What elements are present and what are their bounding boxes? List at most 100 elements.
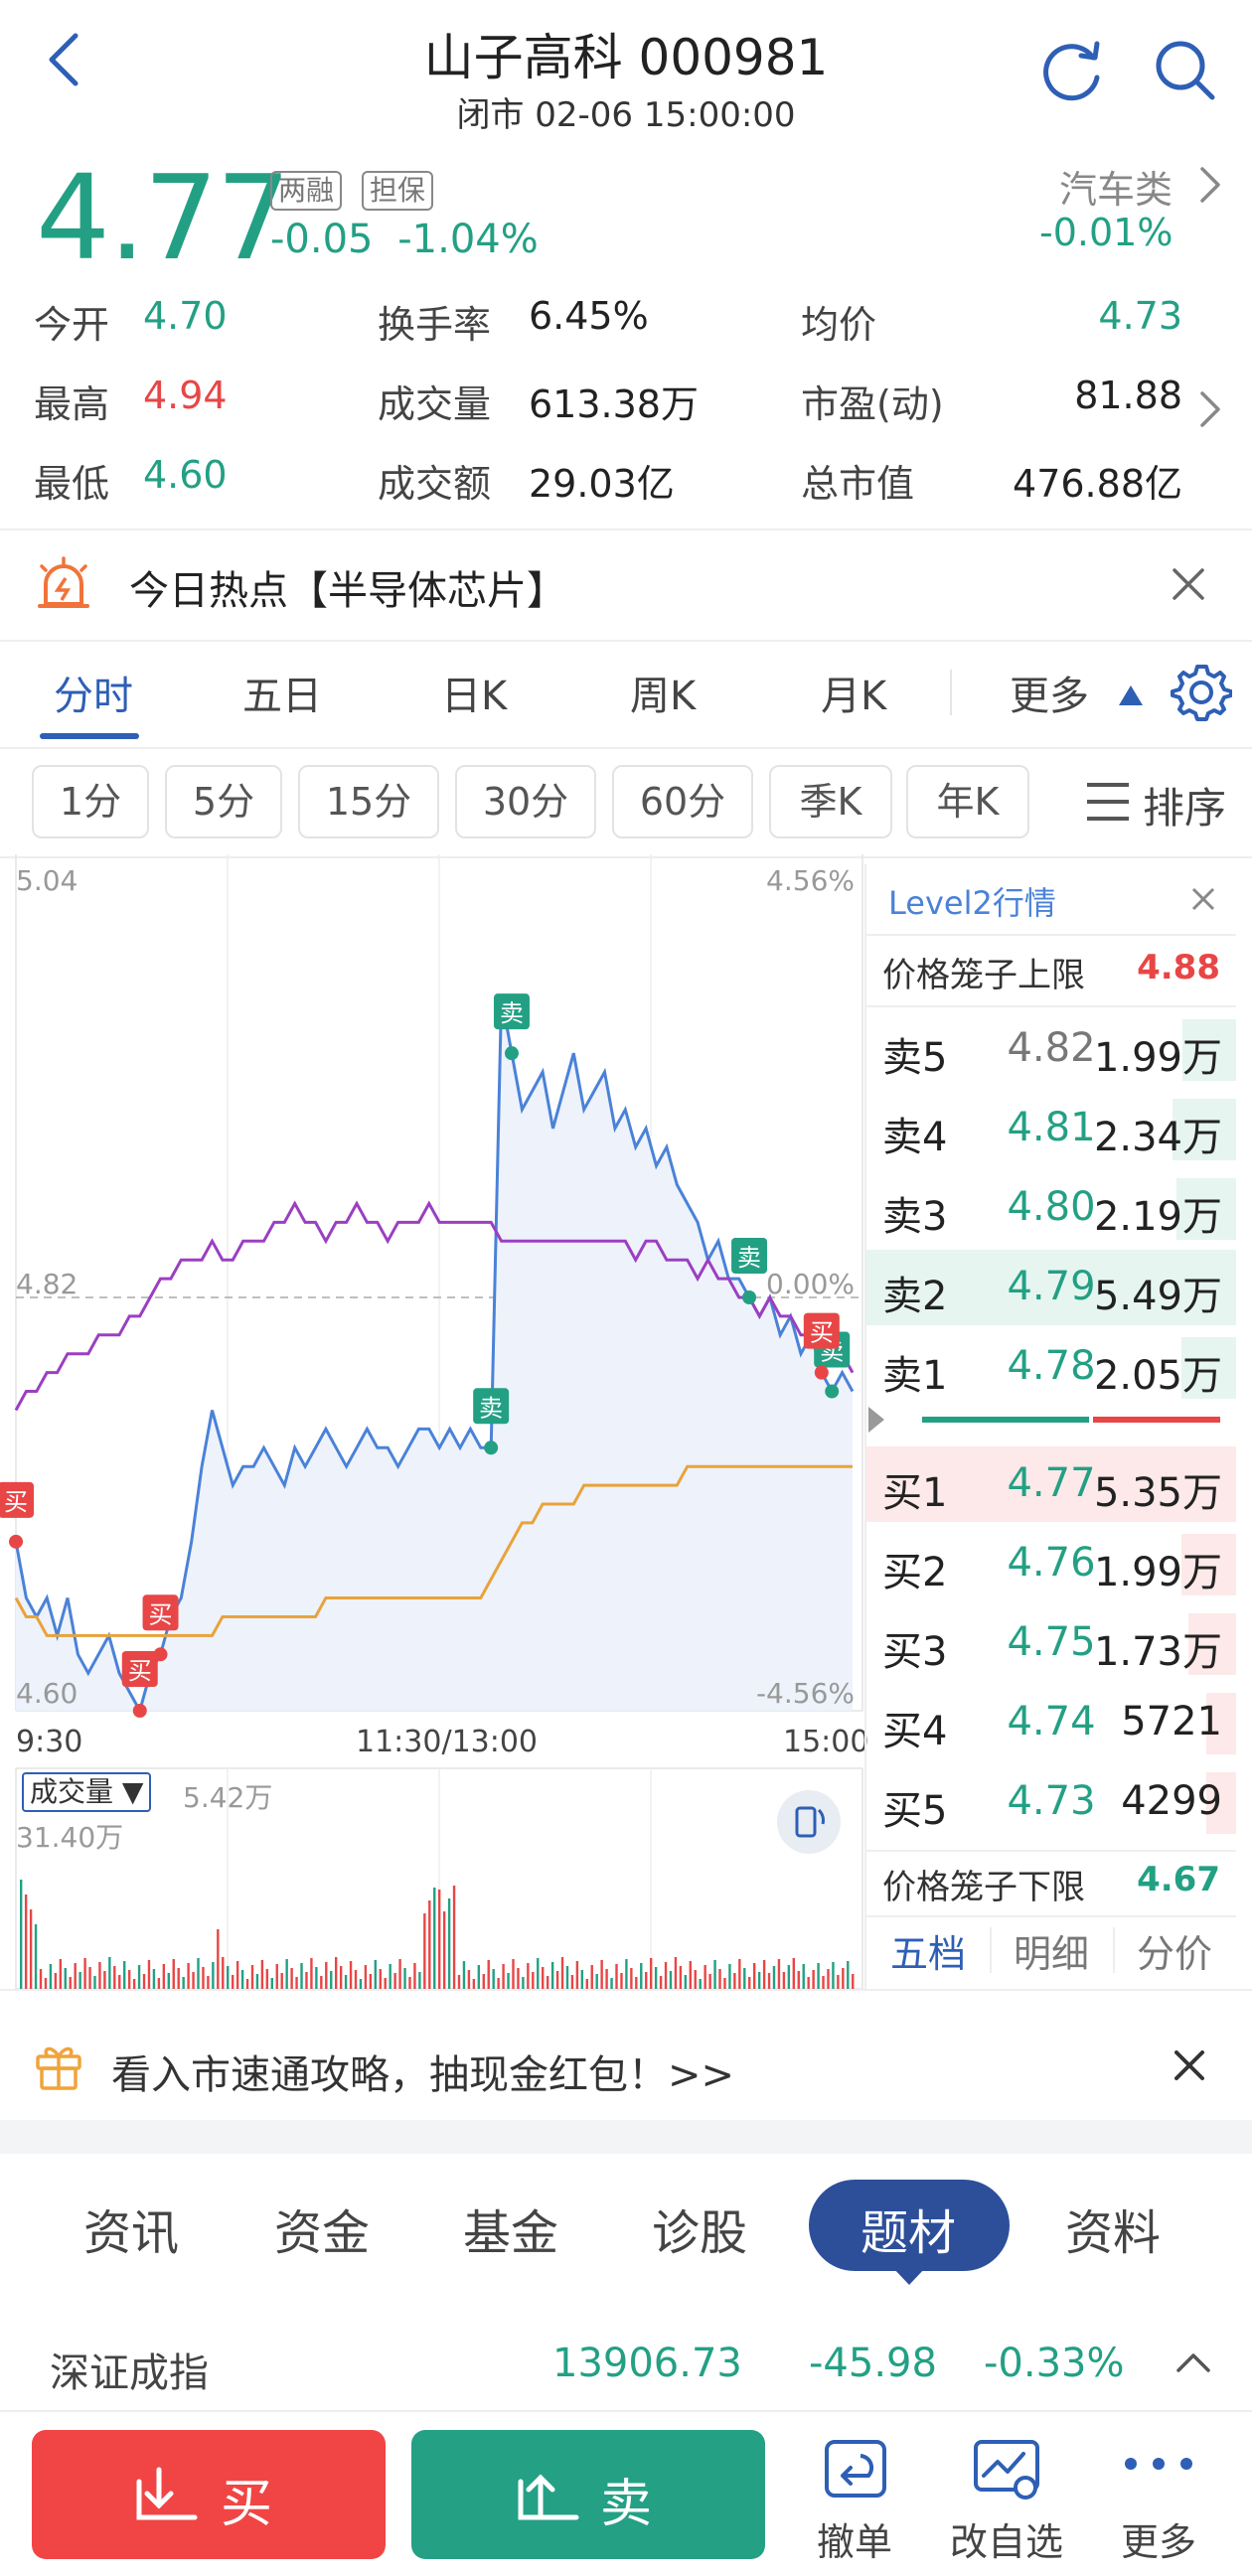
close-icon[interactable]	[1171, 566, 1206, 602]
promo-text[interactable]: 看入市速通攻略，抽现金红包！>>	[111, 2052, 735, 2098]
level2-title[interactable]: Level2行情	[888, 884, 1056, 922]
tab-daily-k[interactable]: 日K	[441, 674, 508, 719]
volume-bar	[812, 1970, 815, 1989]
period-quarter-k[interactable]: 季K	[769, 765, 892, 838]
volume-bar	[255, 1974, 259, 1989]
pe-value: 81.88	[1074, 374, 1182, 417]
info-tab-funds-flow[interactable]: 资金	[274, 2205, 371, 2261]
promo-banner[interactable]	[0, 2009, 1252, 2120]
volume-selector[interactable]: 成交量 ▼	[22, 1772, 152, 1812]
collateral-tag[interactable]: 担保	[362, 171, 434, 211]
volume-bar	[517, 1968, 520, 1989]
close-icon[interactable]	[1190, 886, 1216, 912]
volume-bar	[132, 1979, 136, 1989]
trade-mark-box[interactable]	[121, 1651, 158, 1687]
more-label[interactable]: 更多	[1121, 2520, 1197, 2564]
edit-watchlist-label[interactable]: 改自选	[950, 2520, 1064, 2564]
volume-bar	[20, 1880, 23, 1989]
ask-level-row[interactable]: 卖2 4.79 5.49万	[866, 1250, 1236, 1325]
period-30min[interactable]: 30分	[455, 765, 596, 838]
period-1min[interactable]: 1分	[32, 765, 149, 838]
gear-icon[interactable]	[1171, 662, 1232, 723]
info-tab-news[interactable]: 资讯	[83, 2205, 180, 2261]
trade-mark-box[interactable]	[0, 1481, 34, 1518]
info-tab-profile[interactable]: 资料	[1065, 2205, 1162, 2261]
ask-level-row[interactable]: 卖3 4.80 2.19万	[866, 1170, 1236, 1246]
chevron-up-icon[interactable]	[1174, 2350, 1212, 2374]
back-icon[interactable]	[40, 30, 89, 89]
close-icon[interactable]	[1173, 2048, 1206, 2082]
chevron-right-icon[interactable]	[1198, 165, 1222, 205]
period-15min[interactable]: 15分	[298, 765, 439, 838]
more-dots-icon[interactable]	[1121, 2454, 1196, 2474]
tab-price-dist[interactable]: 分价	[1136, 1932, 1212, 1976]
volume-bar	[339, 1966, 343, 1989]
cancel-order-label[interactable]: 撤单	[817, 2520, 893, 2564]
tab-five-day[interactable]: 五日	[242, 674, 322, 719]
sort-label[interactable]: 排序	[1143, 784, 1227, 833]
tab-monthly-k[interactable]: 月K	[821, 674, 887, 719]
volume-bar	[29, 1909, 33, 1989]
tab-weekly-k[interactable]: 周K	[630, 674, 697, 719]
ask-level-row[interactable]: 卖1 4.78 2.05万	[866, 1329, 1236, 1405]
triangle-up-icon[interactable]	[1117, 683, 1145, 707]
volume-bar	[723, 1978, 726, 1989]
index-name: 深证成指	[50, 2350, 209, 2396]
menu-icon[interactable]	[1085, 781, 1131, 823]
volume-bar	[54, 1973, 58, 1989]
info-tab-funds[interactable]: 基金	[463, 2205, 559, 2261]
bid-level-row[interactable]: 买2 4.76 1.99万	[866, 1526, 1236, 1601]
period-60min[interactable]: 60分	[612, 765, 753, 838]
volume-bar	[374, 1960, 378, 1989]
trade-mark-box[interactable]	[473, 1388, 510, 1425]
trade-mark-box[interactable]	[803, 1312, 840, 1349]
volume-bar	[477, 1965, 481, 1989]
trade-mark-box[interactable]	[142, 1594, 179, 1631]
tab-more[interactable]: 更多	[1010, 674, 1089, 719]
hot-topic-text[interactable]: 今日热点【半导体芯片】	[129, 568, 566, 614]
info-tab-diagnosis[interactable]: 诊股	[652, 2205, 748, 2261]
volume-bar	[403, 1968, 406, 1989]
bid-level-row[interactable]: 买1 4.77 5.35万	[866, 1446, 1236, 1522]
index-line	[14, 1200, 855, 1412]
volume-bar	[625, 1959, 628, 1989]
period-5min[interactable]: 5分	[165, 765, 282, 838]
margin-tag[interactable]: 两融	[270, 171, 343, 211]
volume-bar	[615, 1964, 618, 1989]
volume-bar	[270, 1978, 273, 1989]
rotate-screen-icon[interactable]	[775, 1788, 843, 1856]
trade-dot	[9, 1534, 23, 1549]
tab-five-levels[interactable]: 五档	[889, 1932, 966, 1976]
trade-mark-box[interactable]	[731, 1238, 768, 1274]
tab-details[interactable]: 明细	[1013, 1932, 1089, 1976]
y-axis-mid: 4.82	[16, 1268, 78, 1300]
edit-watchlist-icon[interactable]	[972, 2436, 1043, 2501]
volume-bar	[482, 1974, 485, 1989]
period-year-k[interactable]: 年K	[906, 765, 1029, 838]
tab-intraday[interactable]: 分时	[54, 674, 133, 719]
buy-button[interactable]: 买	[32, 2430, 386, 2559]
ask-level-row[interactable]: 卖5 4.82 1.99万	[866, 1011, 1236, 1087]
refresh-icon[interactable]	[1041, 38, 1107, 103]
sector-name[interactable]: 汽车类	[1059, 168, 1174, 212]
info-tab-theme[interactable]: 题材	[861, 2205, 957, 2261]
order-book: Level2行情 价格笼子上限 4.88 卖5 4.82 1.99万 卖4 4.81 2.…	[864, 864, 1236, 1989]
ask-level-row[interactable]: 卖4 4.81 2.34万	[866, 1091, 1236, 1166]
ask-volume-bar	[1172, 1099, 1236, 1160]
chevron-right-icon[interactable]	[1198, 389, 1222, 429]
sell-button[interactable]: 卖	[411, 2430, 765, 2559]
ask-level-label: 卖3	[882, 1194, 948, 1240]
volume-bar	[325, 1962, 328, 1989]
cancel-order-icon[interactable]	[821, 2436, 892, 2501]
bid-level-row[interactable]: 买3 4.75 1.73万	[866, 1605, 1236, 1681]
trade-mark-box[interactable]	[493, 993, 530, 1030]
volume-bar	[704, 1965, 706, 1989]
bid-level-row[interactable]: 买5 4.73 4299	[866, 1764, 1236, 1840]
volume-bar	[59, 1959, 63, 1989]
open-value: 4.70	[143, 294, 228, 338]
bid-level-row[interactable]: 买4 4.74 5721	[866, 1685, 1236, 1760]
volume-bar	[674, 1957, 678, 1989]
search-icon[interactable]	[1153, 38, 1218, 103]
